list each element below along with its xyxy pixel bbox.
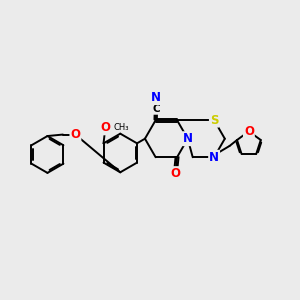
Text: N: N (183, 132, 193, 145)
Text: O: O (171, 167, 181, 180)
Text: O: O (100, 122, 110, 134)
Text: O: O (70, 128, 80, 141)
Text: N: N (209, 151, 219, 164)
Text: N: N (151, 91, 161, 104)
Text: O: O (244, 125, 254, 138)
Text: S: S (210, 114, 218, 127)
Text: C: C (152, 104, 160, 114)
Text: CH₃: CH₃ (113, 123, 129, 132)
